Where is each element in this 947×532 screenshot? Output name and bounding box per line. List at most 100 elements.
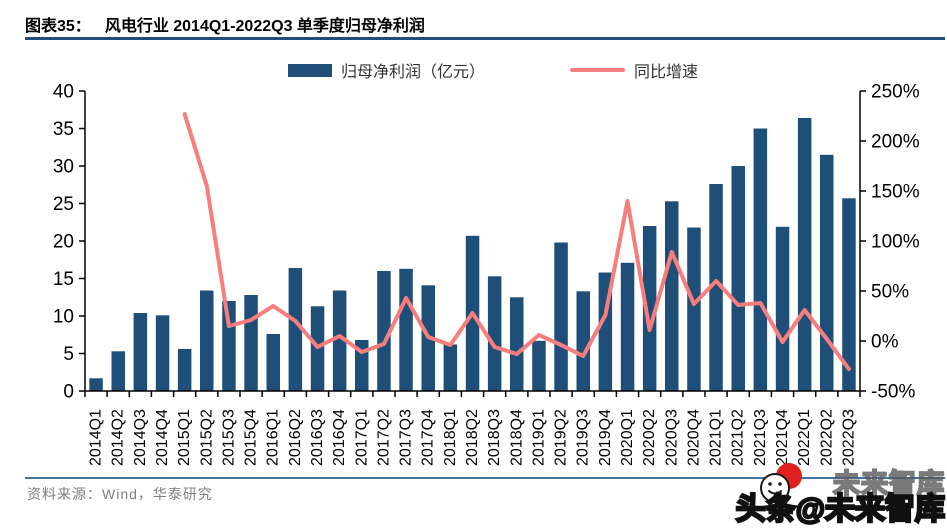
svg-text:2018Q1: 2018Q1 (442, 409, 459, 466)
bar (443, 344, 458, 391)
bar (510, 297, 524, 392)
svg-text:2017Q1: 2017Q1 (353, 409, 370, 466)
svg-text:2017Q3: 2017Q3 (398, 409, 415, 466)
svg-text:2018Q2: 2018Q2 (464, 409, 481, 466)
legend-bar-label: 归母净利润（亿元） (341, 64, 486, 81)
watermark: 未来智库 头条@未来智库 (717, 462, 947, 532)
watermark-shadow-text: 未来智库 (832, 468, 945, 500)
bar (200, 290, 214, 391)
bar (266, 334, 280, 391)
footer-divider (25, 477, 945, 479)
svg-text:2017Q4: 2017Q4 (420, 409, 437, 466)
svg-text:250%: 250% (871, 82, 920, 103)
bar (642, 226, 657, 391)
bar (133, 313, 148, 391)
svg-text:2019Q1: 2019Q1 (530, 409, 547, 466)
legend-line-swatch (570, 68, 625, 72)
svg-text:15: 15 (53, 269, 74, 290)
svg-text:2018Q4: 2018Q4 (508, 409, 525, 466)
svg-text:2015Q3: 2015Q3 (220, 409, 237, 466)
bar (687, 227, 701, 391)
svg-text:2017Q2: 2017Q2 (375, 409, 392, 466)
bar (775, 226, 790, 392)
chart-legend: 归母净利润（亿元） 同比增速 (0, 58, 947, 82)
svg-text:40: 40 (53, 82, 74, 103)
figure-number: 图表35： (25, 18, 91, 35)
bar (753, 128, 768, 391)
svg-text:150%: 150% (871, 182, 920, 203)
bar (620, 262, 635, 392)
svg-text:2021Q1: 2021Q1 (708, 409, 725, 466)
svg-text:2014Q3: 2014Q3 (132, 409, 149, 466)
svg-text:35: 35 (53, 119, 74, 140)
svg-text:2014Q4: 2014Q4 (154, 409, 171, 466)
svg-text:2020Q1: 2020Q1 (619, 409, 636, 466)
svg-text:0: 0 (63, 382, 74, 403)
legend-item-yoy-growth: 同比增速 (570, 58, 698, 82)
legend-line-label: 同比增速 (634, 64, 699, 81)
svg-text:2019Q4: 2019Q4 (597, 409, 614, 466)
svg-text:2018Q3: 2018Q3 (486, 409, 503, 466)
bar (155, 315, 170, 392)
watermark-text: 头条@未来智库 (734, 492, 946, 528)
svg-text:2021Q4: 2021Q4 (774, 409, 791, 466)
svg-text:2015Q2: 2015Q2 (198, 409, 215, 466)
title-divider (25, 37, 945, 40)
svg-text:0%: 0% (871, 332, 899, 353)
bar (377, 271, 391, 391)
bar (332, 290, 347, 391)
bar (532, 340, 546, 392)
svg-text:30: 30 (53, 157, 74, 178)
bar (820, 154, 834, 392)
svg-text:2014Q2: 2014Q2 (110, 409, 127, 466)
svg-text:50%: 50% (871, 282, 909, 303)
svg-text:2016Q2: 2016Q2 (287, 409, 304, 466)
figure-header: 图表35： 风电行业 2014Q1-2022Q3 单季度归母净利润 (25, 12, 425, 36)
bar (177, 349, 192, 391)
svg-text:10: 10 (53, 307, 74, 328)
svg-text:2022Q2: 2022Q2 (818, 409, 835, 466)
bar (554, 242, 568, 391)
bar (797, 118, 812, 391)
svg-text:2019Q3: 2019Q3 (575, 409, 592, 466)
svg-text:2022Q1: 2022Q1 (796, 409, 813, 466)
svg-text:2014Q1: 2014Q1 (88, 409, 105, 466)
axes (79, 90, 866, 397)
svg-text:2021Q2: 2021Q2 (730, 409, 747, 466)
bar (89, 378, 103, 392)
left-axis-labels: 0 5 10 15 20 25 30 35 40 (53, 82, 74, 403)
bar (576, 291, 590, 392)
toutiao-logo-icon (760, 463, 802, 503)
svg-text:2019Q2: 2019Q2 (553, 409, 570, 466)
svg-text:2021Q3: 2021Q3 (752, 409, 769, 466)
x-axis-labels: 2014Q1 2014Q2 2014Q3 2014Q4 2015Q1 2015Q2 2015… (88, 409, 858, 466)
bar (244, 295, 258, 391)
svg-text:2015Q4: 2015Q4 (243, 409, 260, 466)
bars (89, 118, 856, 392)
yoy-growth-line (182, 112, 851, 371)
svg-text:2016Q3: 2016Q3 (309, 409, 326, 466)
svg-text:2015Q1: 2015Q1 (176, 409, 193, 466)
bar (665, 201, 679, 392)
bar (399, 268, 413, 392)
figure-title: 风电行业 2014Q1-2022Q3 单季度归母净利润 (104, 18, 425, 35)
right-axis-labels: -50% 0% 50% 100% 150% 200% 250% (871, 82, 920, 403)
svg-text:100%: 100% (871, 232, 920, 253)
legend-item-net-profit: 归母净利润（亿元） (288, 58, 485, 82)
bar (709, 184, 723, 391)
source-note: 资料来源：Wind，华泰研究 (27, 486, 213, 502)
svg-text:2020Q4: 2020Q4 (685, 409, 702, 466)
svg-text:5: 5 (63, 344, 74, 365)
svg-text:20: 20 (53, 232, 74, 253)
svg-text:2022Q3: 2022Q3 (840, 409, 857, 466)
bar (487, 276, 502, 392)
bar (842, 198, 856, 392)
svg-text:2016Q1: 2016Q1 (265, 409, 282, 466)
svg-text:2020Q2: 2020Q2 (641, 409, 658, 466)
svg-text:-50%: -50% (871, 382, 915, 403)
svg-text:25: 25 (53, 194, 74, 215)
svg-text:200%: 200% (871, 132, 920, 153)
svg-text:2016Q4: 2016Q4 (331, 409, 348, 466)
